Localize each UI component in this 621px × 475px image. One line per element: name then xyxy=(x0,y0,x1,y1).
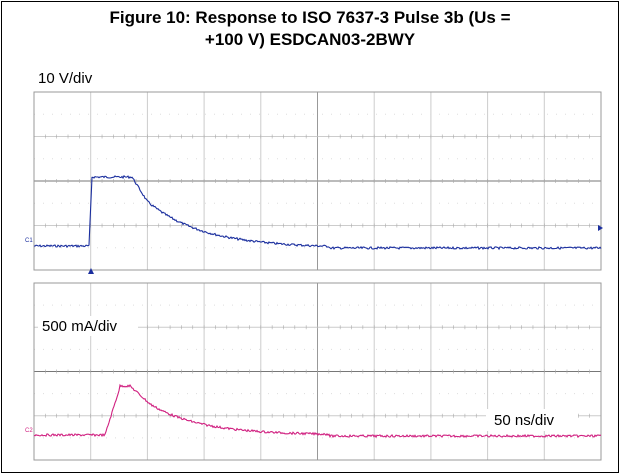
channel-label: C1 xyxy=(25,238,33,244)
channel-label: C2 xyxy=(25,428,33,434)
label-bg xyxy=(38,316,138,336)
panel-border xyxy=(33,91,602,271)
voltage-trace xyxy=(33,175,602,251)
panel-border xyxy=(33,282,602,461)
bottom-scale-label: 500 mA/div xyxy=(42,318,118,335)
scope-screen xyxy=(33,91,602,461)
top-scale-label: 10 V/div xyxy=(38,70,93,87)
title-line: Figure 10: Response to ISO 7637-3 Pulse … xyxy=(109,8,510,27)
time-scale-label: 50 ns/div xyxy=(494,412,555,429)
title-line: +100 V) ESDCAN03-2BWY xyxy=(205,30,416,49)
current-trace xyxy=(33,383,602,439)
level-marker xyxy=(598,225,603,231)
label-bg xyxy=(486,409,578,431)
trigger-marker xyxy=(88,268,94,274)
